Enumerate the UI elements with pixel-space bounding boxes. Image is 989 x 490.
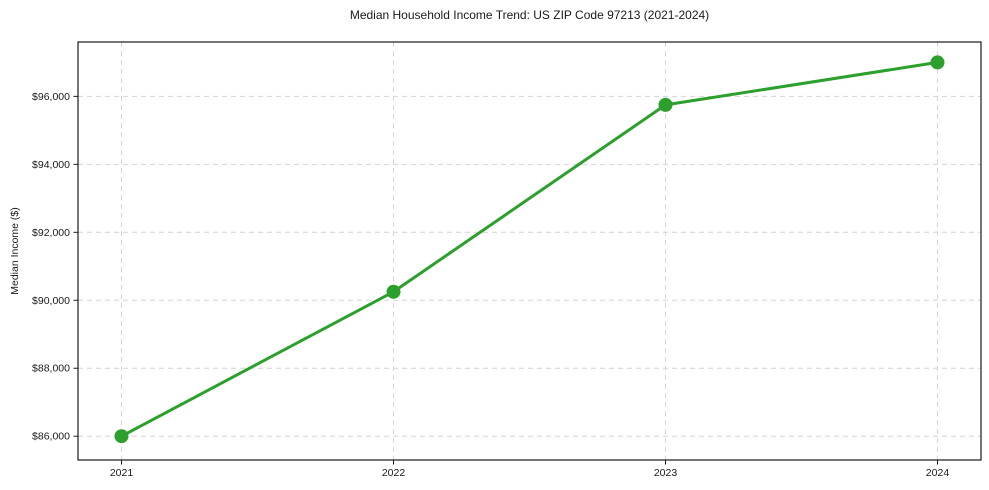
data-point: [386, 284, 401, 299]
y-tick-label: $90,000: [32, 295, 70, 307]
x-tick-label: 2023: [654, 467, 678, 479]
data-point: [930, 55, 945, 70]
trend-line: [120, 60, 939, 438]
x-tick-label: 2021: [110, 467, 134, 479]
y-tick-label: $86,000: [32, 431, 70, 443]
y-tick-label: $92,000: [32, 227, 70, 239]
y-tick-label: $88,000: [32, 363, 70, 375]
x-tick-label: 2024: [926, 467, 950, 479]
plot-border: [77, 41, 982, 461]
data-point: [114, 429, 129, 444]
data-point: [658, 97, 673, 112]
chart-title: Median Household Income Trend: US ZIP Co…: [349, 8, 710, 22]
y-tick-label: $96,000: [32, 91, 70, 103]
y-tick-label: $94,000: [32, 159, 70, 171]
x-tick-label: 2022: [382, 467, 406, 479]
